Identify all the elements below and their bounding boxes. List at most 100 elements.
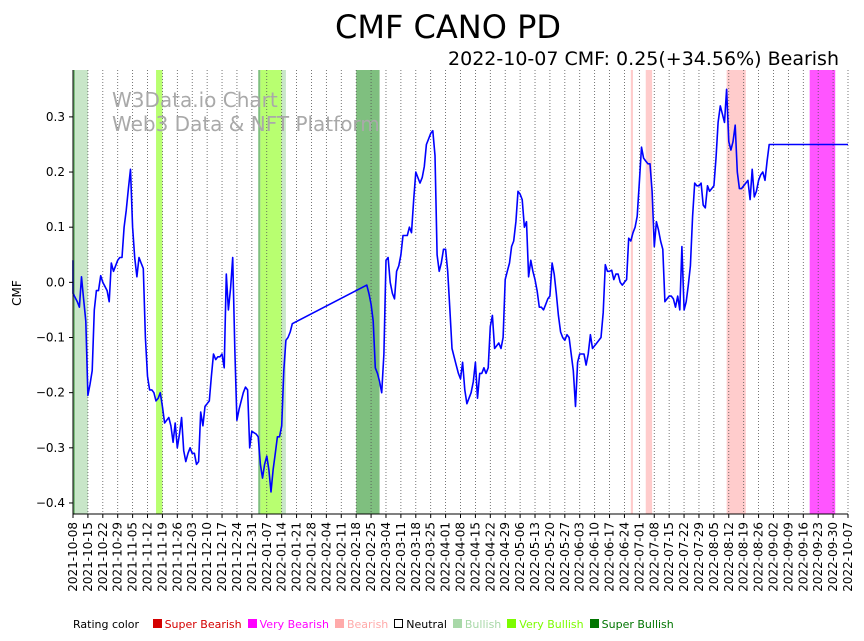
x-tick-label: 2021-12-31 — [245, 522, 259, 592]
x-tick-label: 2022-05-06 — [513, 522, 527, 592]
legend-item-super-bearish: Super Bearish — [152, 617, 242, 631]
x-tick-label: 2021-11-12 — [141, 522, 155, 592]
legend-swatch — [452, 619, 462, 629]
x-tick-label: 2022-09-23 — [811, 522, 825, 592]
x-tick-label: 2022-03-25 — [424, 522, 438, 592]
legend-label: Super Bearish — [164, 617, 242, 631]
rating-band-very-bullish — [260, 70, 282, 514]
x-tick-label: 2021-12-03 — [185, 522, 199, 592]
x-tick-label: 2022-04-08 — [454, 522, 468, 592]
legend-swatch — [589, 619, 599, 629]
rating-band-bullish — [281, 70, 286, 514]
legend-item-very-bullish: Very Bullish — [507, 617, 584, 631]
x-tick-label: 2022-03-04 — [379, 522, 393, 592]
x-tick-label: 2022-01-14 — [275, 522, 289, 592]
x-tick-label: 2021-12-10 — [200, 522, 214, 592]
x-tick-label: 2022-02-18 — [349, 522, 363, 592]
legend-swatch — [152, 619, 162, 629]
legend-swatch — [247, 619, 257, 629]
rating-band-bearish — [630, 70, 633, 514]
legend-item-super-bullish: Super Bullish — [589, 617, 674, 631]
y-tick-label: −0.4 — [36, 496, 65, 510]
vertical-gridlines — [72, 70, 849, 514]
x-tick-label: 2021-10-15 — [81, 522, 95, 592]
x-tick-label: 2022-06-24 — [617, 522, 631, 592]
rating-band-bearish — [726, 70, 746, 514]
x-tick-label: 2021-10-29 — [111, 522, 125, 592]
chart-title: CMF CANO PD — [335, 8, 561, 46]
rating-band-bearish — [645, 70, 653, 514]
y-axis-ticks: −0.4 −0.3 −0.2 −0.1 0.0 0.1 0.2 0.3 — [36, 110, 73, 510]
legend-label: Bullish — [464, 617, 502, 631]
legend-item-bullish: Bullish — [452, 617, 502, 631]
y-tick-label: 0.0 — [46, 275, 65, 289]
legend-swatch — [334, 619, 344, 629]
rating-legend: Rating color Super Bearish Very Bearish Be… — [73, 617, 680, 635]
x-tick-label: 2022-09-09 — [781, 522, 795, 592]
x-tick-label: 2022-04-22 — [483, 522, 497, 592]
legend-label: Bearish — [346, 617, 389, 631]
x-tick-label: 2022-03-18 — [409, 522, 423, 592]
x-tick-label: 2022-05-13 — [528, 522, 542, 592]
x-tick-label: 2022-01-28 — [304, 522, 318, 592]
x-tick-label: 2022-05-27 — [558, 522, 572, 592]
x-tick-label: 2022-02-25 — [364, 522, 378, 592]
x-tick-label: 2022-08-19 — [737, 522, 751, 592]
x-tick-label: 2022-09-02 — [766, 522, 780, 592]
watermark-line-2: Web3 Data & NFT Platform — [112, 112, 380, 136]
legend-label: Very Bearish — [259, 617, 329, 631]
x-tick-label: 2022-01-21 — [290, 522, 304, 592]
x-tick-label: 2022-01-07 — [260, 522, 274, 592]
y-tick-label: −0.1 — [36, 331, 65, 345]
x-tick-label: 2022-07-08 — [647, 522, 661, 592]
x-tick-label: 2022-08-05 — [707, 522, 721, 592]
x-tick-label: 2022-05-20 — [543, 522, 557, 592]
x-tick-label: 2021-10-08 — [66, 522, 80, 592]
legend-label: Super Bullish — [601, 617, 674, 631]
x-tick-label: 2022-06-10 — [588, 522, 602, 592]
y-tick-label: 0.3 — [46, 110, 65, 124]
rating-band-bullish — [75, 70, 88, 514]
legend-swatch — [507, 619, 517, 629]
x-tick-label: 2022-07-29 — [692, 522, 706, 592]
y-tick-label: 0.1 — [46, 220, 65, 234]
x-tick-label: 2021-11-26 — [170, 522, 184, 592]
y-axis-label: CMF — [10, 280, 24, 306]
watermark-line-1: W3Data.io Chart — [112, 88, 278, 112]
cmf-line — [72, 88, 848, 493]
chart-subtitle: 2022-10-07 CMF: 0.25(+34.56%) Bearish — [448, 48, 839, 70]
legend-item-neutral: Neutral — [394, 617, 447, 631]
rating-band-super-bullish — [73, 70, 76, 514]
x-tick-label: 2022-08-12 — [722, 522, 736, 592]
x-tick-label: 2022-02-11 — [334, 522, 348, 592]
x-tick-label: 2021-12-17 — [215, 522, 229, 592]
x-tick-label: 2021-11-19 — [155, 522, 169, 592]
x-tick-label: 2021-10-22 — [96, 522, 110, 592]
x-tick-label: 2022-07-15 — [662, 522, 676, 592]
x-tick-label: 2022-07-22 — [677, 522, 691, 592]
x-tick-label: 2022-09-30 — [826, 522, 840, 592]
rating-band-super-bullish — [258, 70, 261, 514]
legend-item-bearish: Bearish — [334, 617, 389, 631]
legend-swatch — [394, 619, 404, 629]
y-tick-label: −0.3 — [36, 441, 65, 455]
cmf-series — [72, 88, 848, 493]
x-tick-label: 2022-10-07 — [841, 522, 855, 592]
legend-label: Very Bullish — [519, 617, 584, 631]
rating-bands — [73, 70, 836, 514]
x-tick-label: 2022-03-11 — [394, 522, 408, 592]
y-tick-label: 0.2 — [46, 165, 65, 179]
legend-item-very-bearish: Very Bearish — [247, 617, 329, 631]
rating-band-very-bearish — [809, 70, 836, 514]
x-tick-label: 2022-09-16 — [796, 522, 810, 592]
x-tick-label: 2022-07-01 — [632, 522, 646, 592]
x-axis-ticks: 2021-10-08 2021-10-15 2021-10-22 2021-10-29… — [66, 514, 855, 592]
x-tick-label: 2021-11-05 — [126, 522, 140, 592]
x-tick-label: 2022-02-04 — [319, 522, 333, 592]
x-tick-label: 2022-04-29 — [498, 522, 512, 592]
x-tick-label: 2022-06-03 — [573, 522, 587, 592]
legend-label: Neutral — [406, 617, 447, 631]
x-tick-label: 2022-04-01 — [439, 522, 453, 592]
x-tick-label: 2022-06-17 — [603, 522, 617, 592]
